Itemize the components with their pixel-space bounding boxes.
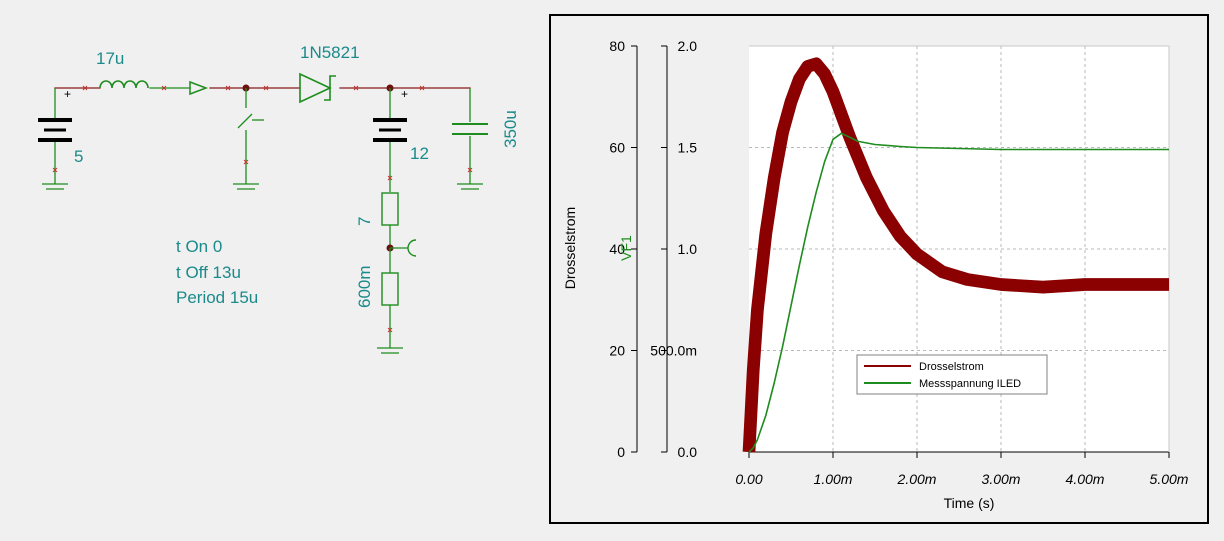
source-left-label: 5	[74, 147, 83, 166]
voltage-source-right[interactable]: +	[373, 84, 408, 193]
y-left-tick-label: 40	[609, 241, 625, 257]
chart-ticks: 0 0.0 20 500.0m 40 1.0 60 1.5 80 2.0 0.00 1.00m 2.00…	[609, 38, 1188, 487]
transient-chart[interactable]: 0 0.0 20 500.0m 40 1.0 60 1.5 80 2.0 0.00 1.00m 2.00…	[551, 16, 1207, 522]
y-right-tick-label: 1.0	[678, 241, 698, 257]
legend-label-drosselstrom: Drosselstrom	[919, 361, 984, 373]
y-right-tick-label: 0.0	[678, 444, 698, 460]
x-tick-label: 1.00m	[814, 471, 853, 487]
diode-label: 1N5821	[300, 43, 360, 62]
measurement-node[interactable]	[386, 239, 417, 257]
switch-param-ton: t On 0	[176, 237, 222, 256]
y-left-tick-label: 0	[617, 444, 625, 460]
current-probe-arrow[interactable]	[189, 80, 209, 96]
svg-text:+: +	[64, 87, 71, 101]
capacitor-label: 350u	[501, 110, 520, 148]
inductor[interactable]	[99, 80, 149, 89]
series-line-drosselstrom	[748, 62, 1169, 453]
x-tick-label: 3.00m	[982, 471, 1021, 487]
y-left-tick-label: 60	[609, 140, 625, 156]
x-tick-label: 2.00m	[897, 471, 937, 487]
y-right-tick-label: 1.5	[678, 140, 698, 156]
legend-label-messspannung: Messspannung ILED	[919, 378, 1021, 390]
resistor-top-label: 7	[355, 217, 374, 226]
schottky-diode[interactable]	[299, 72, 336, 104]
resistor-bottom-label: 600m	[355, 265, 374, 308]
x-tick-label: 5.00m	[1150, 471, 1189, 487]
series-line-messspannung-iled	[748, 132, 1169, 453]
x-axis-title: Time (s)	[944, 495, 995, 511]
resistor-top[interactable]	[381, 192, 399, 248]
svg-text:+: +	[401, 87, 408, 101]
y-axis-right-title: VF1	[618, 235, 634, 261]
voltage-source-left[interactable]: +	[38, 87, 72, 190]
y-left-tick-label: 80	[609, 38, 625, 54]
chart-panel: 0 0.0 20 500.0m 40 1.0 60 1.5 80 2.0 0.00 1.00m 2.00…	[549, 14, 1209, 524]
chart-series	[742, 57, 1169, 453]
switch-param-period: Period 15u	[176, 288, 258, 307]
switch-param-toff: t Off 13u	[176, 263, 241, 282]
node-markers	[52, 85, 473, 333]
x-tick-label: 4.00m	[1066, 471, 1105, 487]
y-left-tick-label: 20	[609, 343, 625, 359]
x-tick-label: 0.00	[735, 471, 762, 487]
capacitor[interactable]	[452, 88, 488, 190]
inductor-label: 17u	[96, 49, 124, 68]
source-right-label: 12	[410, 144, 429, 163]
chart-axes	[631, 45, 1170, 458]
y-axis-left-title: Drosselstrom	[562, 207, 578, 289]
resistor-bottom[interactable]	[377, 248, 403, 354]
switch[interactable]	[233, 84, 264, 190]
y-right-tick-label: 2.0	[678, 38, 698, 54]
circuit-schematic: + 5 17u 1N5821 + 12 7	[38, 43, 520, 354]
chart-legend: Drosselstrom Messspannung ILED	[856, 354, 1048, 395]
y-right-tick-label: 500.0m	[650, 343, 697, 359]
